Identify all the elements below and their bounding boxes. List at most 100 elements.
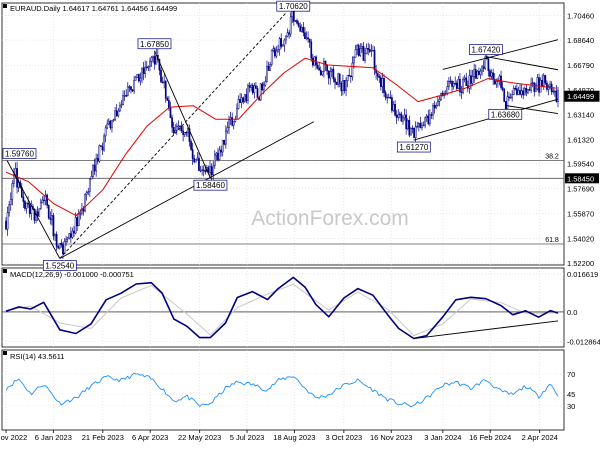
candle-body: [435, 105, 438, 109]
candle-body: [232, 121, 235, 126]
candle-body: [318, 67, 321, 71]
candle-body: [270, 49, 273, 65]
candle-body: [342, 80, 344, 92]
candle-body: [468, 75, 471, 89]
candle-body: [410, 127, 412, 136]
candle-body: [457, 78, 460, 89]
x-tick-label: 3 Jan 2024: [424, 433, 461, 442]
candle-body: [394, 104, 396, 116]
macd-signal-line: [5, 283, 559, 337]
candle-body: [38, 208, 41, 217]
candle-body: [248, 85, 251, 88]
price-label-text: 1.67850: [140, 40, 169, 49]
candle-body: [425, 115, 428, 119]
candle-body: [215, 152, 218, 156]
candle-body: [338, 73, 341, 84]
candle-body: [343, 80, 346, 91]
candle-body: [300, 27, 303, 32]
candle-body: [476, 70, 479, 79]
candle-body: [95, 158, 98, 172]
rsi-y-tick-label: 70: [567, 370, 575, 379]
candle-body: [555, 90, 558, 102]
candle-body: [523, 88, 526, 96]
x-tick-label: 18 Aug 2023: [273, 433, 315, 442]
y-tick-label: 1.68640: [567, 36, 594, 45]
candle-body: [389, 97, 392, 99]
candle-body: [535, 88, 537, 92]
candle-body: [239, 99, 241, 103]
candle-body: [275, 50, 278, 57]
candle-body: [449, 80, 452, 83]
candle-body: [193, 158, 196, 163]
candle-body: [546, 82, 548, 90]
candle-body: [46, 194, 48, 206]
candle-body: [316, 64, 319, 69]
candle-body: [272, 48, 275, 51]
candle-body: [131, 89, 134, 92]
candle-body: [471, 76, 474, 84]
candle-body: [408, 120, 411, 136]
candle-body: [512, 87, 515, 95]
candle-body: [429, 114, 431, 124]
rsi-line: [5, 372, 559, 408]
rsi-header-marker: [3, 351, 7, 355]
candle-body: [308, 38, 311, 43]
candle-body: [57, 246, 60, 249]
candle-body: [145, 66, 148, 69]
candle-body: [84, 193, 86, 212]
candle-body: [536, 77, 539, 90]
candle-body: [427, 115, 430, 124]
candle-body: [142, 67, 145, 74]
candle-body: [177, 125, 180, 127]
candle-body: [310, 41, 313, 59]
candle-body: [455, 82, 458, 89]
price-trendline: [413, 98, 559, 141]
candle-body: [55, 234, 58, 247]
price-label-box: [42, 260, 77, 271]
candle-body: [454, 82, 457, 85]
candle-body: [60, 242, 63, 245]
candle-body: [357, 45, 360, 56]
candle-body: [525, 88, 528, 93]
candle-body: [93, 164, 96, 172]
candle-body: [144, 66, 147, 74]
candle-body: [470, 75, 472, 84]
candle-body: [267, 65, 270, 71]
candle-body: [497, 80, 499, 83]
candle-body: [481, 66, 483, 72]
candle-body: [58, 242, 61, 249]
candle-body: [376, 72, 379, 77]
candle-body: [164, 80, 167, 99]
candle-body: [553, 90, 556, 93]
candle-body: [115, 110, 118, 117]
candle-body: [36, 211, 39, 217]
candle-body: [28, 203, 31, 214]
candle-body: [294, 20, 297, 22]
candle-body: [459, 78, 461, 93]
x-tick-label: 6 Apr 2023: [132, 433, 168, 442]
candle-body: [484, 56, 487, 69]
y-tick-label: 1.59540: [567, 160, 594, 169]
price-label-box: [396, 141, 431, 153]
candle-body: [247, 85, 249, 101]
candle-body: [112, 119, 115, 121]
candle-body: [463, 77, 466, 80]
candle-body: [150, 57, 153, 62]
candle-body: [538, 77, 540, 93]
price-header: EURAUD.Daily 1.64617 1.64761 1.64456 1.6…: [10, 4, 177, 13]
candle-body: [201, 169, 203, 171]
price-label-box: [137, 38, 172, 50]
candle-body: [236, 108, 238, 120]
candle-body: [503, 89, 506, 102]
candle-body: [522, 90, 525, 96]
candle-body: [54, 234, 56, 237]
candle-body: [196, 157, 199, 161]
candle-body: [391, 97, 393, 111]
candle-body: [362, 46, 365, 61]
candle-body: [90, 176, 93, 180]
candle-body: [368, 49, 371, 52]
price-label-box: [469, 44, 503, 55]
candle-body: [228, 119, 230, 128]
candle-body: [14, 168, 17, 175]
candle-body: [245, 94, 248, 101]
